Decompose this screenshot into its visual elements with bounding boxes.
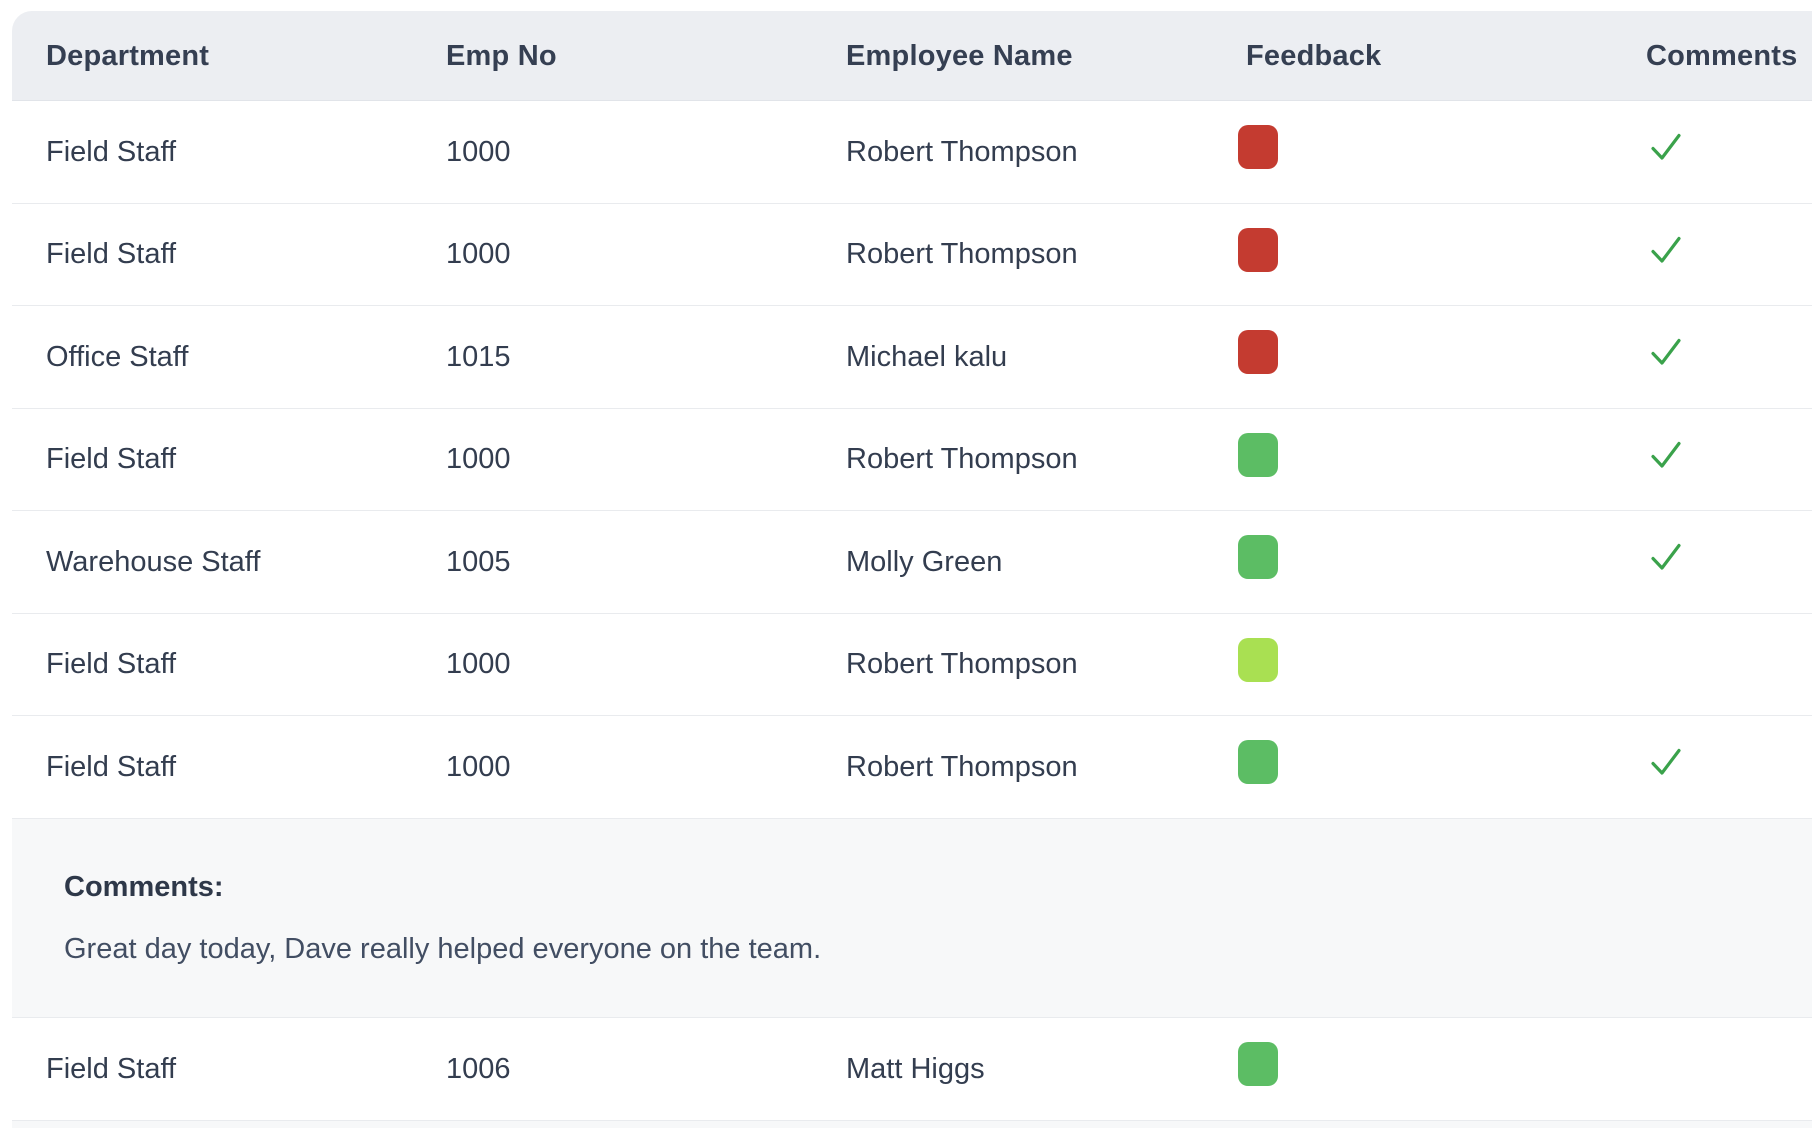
feedback-cell bbox=[1238, 227, 1646, 281]
feedback-cell bbox=[1238, 330, 1646, 383]
table-row[interactable]: Office Staff 1015 Michael kalu bbox=[12, 306, 1812, 409]
feedback-cell bbox=[1238, 125, 1646, 178]
emp-no-cell: 1015 bbox=[446, 340, 511, 373]
employee-name-cell: Matt Higgs bbox=[846, 1052, 985, 1085]
emp-no-cell: 1006 bbox=[446, 1052, 511, 1085]
emp-no-cell: 1000 bbox=[446, 648, 511, 681]
department-cell: Warehouse Staff bbox=[46, 545, 261, 578]
feedback-cell bbox=[1238, 637, 1646, 691]
comments-cell bbox=[1646, 440, 1812, 479]
comments-cell bbox=[1646, 337, 1812, 376]
comments-label: Comments: bbox=[64, 870, 224, 903]
employee-name-cell: Robert Thompson bbox=[846, 443, 1078, 476]
employee-name-cell: Robert Thompson bbox=[846, 750, 1078, 783]
feedback-status-square bbox=[1238, 1042, 1278, 1087]
column-header-emp-no: Emp No bbox=[446, 39, 557, 72]
feedback-cell bbox=[1238, 535, 1646, 588]
comment-check-icon bbox=[1651, 749, 1681, 775]
comments-cell bbox=[1646, 542, 1812, 581]
table-row[interactable]: Field Staff 1000 Robert Thompson bbox=[12, 613, 1812, 716]
column-header-comments: Comments bbox=[1646, 39, 1798, 72]
feedback-status-square bbox=[1238, 330, 1278, 375]
feedback-status-square bbox=[1238, 535, 1278, 580]
next-section-stub bbox=[12, 1120, 1812, 1128]
comment-text: Great day today, Dave really helped ever… bbox=[64, 932, 822, 965]
feedback-status-square bbox=[1238, 432, 1278, 477]
department-cell: Office Staff bbox=[46, 340, 189, 373]
emp-no-cell: 1000 bbox=[446, 238, 511, 271]
department-cell: Field Staff bbox=[46, 750, 177, 783]
employee-name-cell: Molly Green bbox=[846, 545, 1003, 578]
comment-check-icon bbox=[1651, 339, 1681, 365]
employee-name-cell: Robert Thompson bbox=[846, 648, 1078, 681]
employee-feedback-table: Department Emp No Employee Name Feedback… bbox=[12, 11, 1812, 1128]
table-header-row: Department Emp No Employee Name Feedback… bbox=[12, 11, 1812, 101]
table-row[interactable]: Field Staff 1000 Robert Thompson bbox=[12, 408, 1812, 511]
table-row[interactable]: Field Staff 1000 Robert Thompson bbox=[12, 101, 1812, 204]
employee-name-cell: Robert Thompson bbox=[846, 135, 1078, 168]
comments-cell bbox=[1646, 132, 1812, 171]
comment-check-icon bbox=[1651, 134, 1681, 160]
comment-check-icon bbox=[1651, 236, 1681, 263]
table-row[interactable]: Field Staff 1000 Robert Thompson bbox=[12, 203, 1812, 306]
row-comments-section: Comments: Great day today, Dave really h… bbox=[12, 818, 1812, 1018]
department-cell: Field Staff bbox=[46, 443, 177, 476]
comments-cell bbox=[1646, 747, 1812, 786]
comment-check-icon bbox=[1651, 544, 1681, 570]
feedback-status-square bbox=[1238, 740, 1278, 785]
emp-no-cell: 1000 bbox=[446, 135, 511, 168]
table-body: Field Staff 1000 Robert Thompson Field S… bbox=[12, 101, 1812, 1121]
department-cell: Field Staff bbox=[46, 135, 177, 168]
department-cell: Field Staff bbox=[46, 648, 177, 681]
comment-check-icon bbox=[1651, 441, 1681, 468]
department-cell: Field Staff bbox=[46, 1052, 177, 1085]
column-header-employee-name: Employee Name bbox=[846, 39, 1073, 72]
table-row[interactable]: Field Staff 1000 Robert Thompson bbox=[12, 716, 1812, 819]
emp-no-cell: 1005 bbox=[446, 545, 511, 578]
column-header-department: Department bbox=[46, 39, 210, 72]
table-row[interactable]: Field Staff 1006 Matt Higgs bbox=[12, 1018, 1812, 1121]
employee-name-cell: Robert Thompson bbox=[846, 238, 1078, 271]
feedback-status-square bbox=[1238, 125, 1278, 170]
emp-no-cell: 1000 bbox=[446, 443, 511, 476]
column-header-feedback: Feedback bbox=[1246, 39, 1382, 72]
department-cell: Field Staff bbox=[46, 238, 177, 271]
feedback-cell bbox=[1238, 740, 1646, 793]
feedback-status-square bbox=[1238, 227, 1278, 272]
employee-name-cell: Michael kalu bbox=[846, 340, 1008, 373]
comments-cell bbox=[1646, 235, 1812, 274]
table-row[interactable]: Warehouse Staff 1005 Molly Green bbox=[12, 511, 1812, 614]
feedback-status-square bbox=[1238, 637, 1278, 682]
feedback-cell bbox=[1238, 432, 1646, 486]
emp-no-cell: 1000 bbox=[446, 750, 511, 783]
feedback-cell bbox=[1238, 1042, 1646, 1095]
